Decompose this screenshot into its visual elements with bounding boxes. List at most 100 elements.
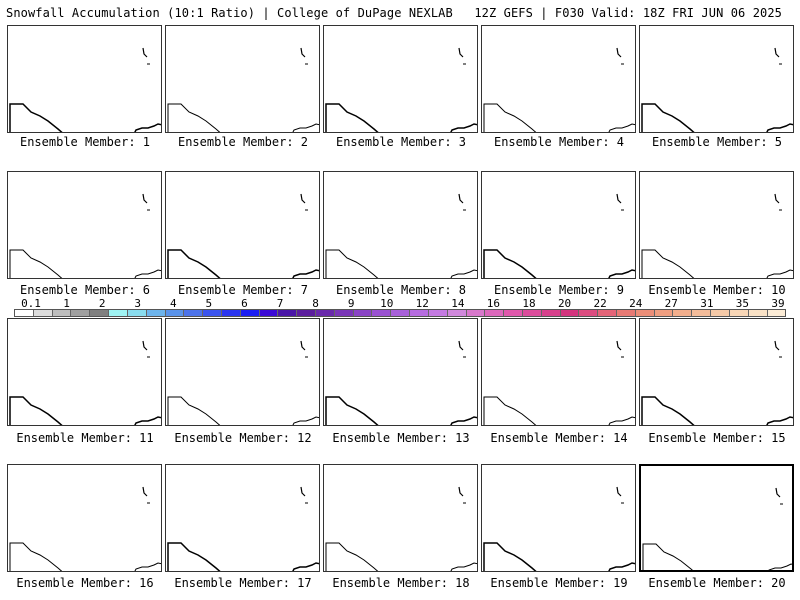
colorbar-cell xyxy=(240,310,260,316)
colorbar-cell xyxy=(466,310,486,316)
member-label: Ensemble Member: 20 xyxy=(648,576,786,590)
member-label: Ensemble Member: 3 xyxy=(335,135,467,149)
snowfall-colorbar: 0.1 1 2 3 4 5 6 7 8 9 10 12 14 16 18 20 22 24 27 31 35 39 xyxy=(14,298,786,320)
gulf-coastline xyxy=(167,396,319,425)
colorbar-cell xyxy=(165,310,185,316)
member-panel xyxy=(165,464,320,572)
colorbar-tick-label: 4 xyxy=(169,297,177,310)
conus-map xyxy=(483,340,635,425)
member-panel xyxy=(323,318,478,426)
colorbar-tick-label: 14 xyxy=(451,297,465,310)
member-panel xyxy=(481,318,636,426)
conus-map xyxy=(9,486,161,571)
colorbar-cell xyxy=(654,310,674,316)
conus-map xyxy=(483,486,635,571)
lake-michigan-shore xyxy=(616,47,622,58)
gulf-coastline xyxy=(483,103,635,132)
colorbar-tick-label: 7 xyxy=(276,297,284,310)
lake-michigan-shore xyxy=(458,486,464,497)
colorbar-cell xyxy=(579,310,599,316)
conus-map xyxy=(641,193,793,278)
colorbar-cell xyxy=(617,310,636,316)
member-panel xyxy=(165,171,320,279)
conus-map xyxy=(325,193,477,278)
colorbar-cell xyxy=(598,310,617,316)
colorbar-scale xyxy=(14,309,786,317)
lake-michigan-shore xyxy=(458,193,464,204)
colorbar-cell xyxy=(748,310,768,316)
lake-michigan-shore xyxy=(458,47,464,58)
lake-michigan-shore xyxy=(774,193,780,204)
conus-map xyxy=(642,487,792,570)
lake-michigan-shore xyxy=(616,193,622,204)
member-label: Ensemble Member: 15 xyxy=(648,431,786,445)
colorbar-cell xyxy=(410,310,429,316)
colorbar-cell xyxy=(127,310,147,316)
lake-michigan-shore xyxy=(300,340,306,351)
member-label: Ensemble Member: 18 xyxy=(332,576,470,590)
conus-map xyxy=(483,193,635,278)
member-label: Ensemble Member: 1 xyxy=(19,135,151,149)
lake-michigan-shore xyxy=(142,340,148,351)
member-panel xyxy=(165,318,320,426)
colorbar-cell xyxy=(522,310,542,316)
gulf-coastline xyxy=(167,103,319,132)
colorbar-cell xyxy=(673,310,693,316)
conus-map xyxy=(9,193,161,278)
member-label: Ensemble Member: 17 xyxy=(174,576,312,590)
colorbar-tick-label: 6 xyxy=(241,297,248,310)
colorbar-cell xyxy=(353,310,373,316)
member-panel xyxy=(481,25,636,133)
conus-map xyxy=(9,340,161,425)
member-panel xyxy=(323,25,478,133)
colorbar-cell xyxy=(184,310,204,316)
colorbar-tick-label: 39 xyxy=(771,297,785,310)
member-label: Ensemble Member: 11 xyxy=(16,431,154,445)
gulf-coastline xyxy=(483,396,635,425)
conus-map xyxy=(167,193,319,278)
colorbar-cell xyxy=(71,310,91,316)
member-panel xyxy=(639,464,794,572)
colorbar-cell xyxy=(391,310,411,316)
gulf-coastline xyxy=(641,249,793,278)
conus-map xyxy=(325,340,477,425)
member-panel xyxy=(7,318,162,426)
member-panel xyxy=(481,171,636,279)
member-label: Ensemble Member: 19 xyxy=(490,576,628,590)
colorbar-tick-labels: 0.1 1 2 3 4 5 6 7 8 9 10 12 14 16 18 20 22 24 27 31 35 39 xyxy=(14,298,786,310)
colorbar-tick-label: 8 xyxy=(312,297,319,310)
colorbar-tick-label: 24 xyxy=(629,297,643,310)
lake-michigan-shore xyxy=(616,486,622,497)
gulf-coastline xyxy=(325,103,477,132)
lake-michigan-shore xyxy=(458,340,464,351)
colorbar-cell xyxy=(635,310,655,316)
member-label: Ensemble Member: 5 xyxy=(651,135,783,149)
member-panel xyxy=(7,464,162,572)
figure-title: Snowfall Accumulation (10:1 Ratio) | Col… xyxy=(6,6,453,20)
member-panel xyxy=(323,464,478,572)
colorbar-cell xyxy=(560,310,580,316)
gulf-coastline xyxy=(483,542,635,571)
colorbar-tick-label: 20 xyxy=(557,297,572,310)
lake-michigan-shore xyxy=(142,193,148,204)
member-label: Ensemble Member: 2 xyxy=(177,135,309,149)
colorbar-cell xyxy=(52,310,72,316)
lake-michigan-shore xyxy=(142,486,148,497)
colorbar-tick-label: 2 xyxy=(98,297,106,310)
gulf-coastline xyxy=(9,103,161,132)
colorbar-tick-label: 31 xyxy=(700,297,714,310)
lake-michigan-shore xyxy=(300,47,306,58)
member-panel xyxy=(7,171,162,279)
conus-map xyxy=(167,47,319,132)
lake-michigan-shore xyxy=(616,340,622,351)
member-label: Ensemble Member: 4 xyxy=(493,135,625,149)
colorbar-cell xyxy=(146,310,166,316)
colorbar-tick-label: 12 xyxy=(415,297,429,310)
colorbar-cell xyxy=(33,310,53,316)
lake-michigan-shore xyxy=(300,193,306,204)
run-valid-time: 12Z GEFS | F030 Valid: 18Z FRI JUN 06 20… xyxy=(474,6,782,20)
colorbar-cell xyxy=(711,310,730,316)
member-panel xyxy=(323,171,478,279)
lake-michigan-shore xyxy=(774,47,780,58)
